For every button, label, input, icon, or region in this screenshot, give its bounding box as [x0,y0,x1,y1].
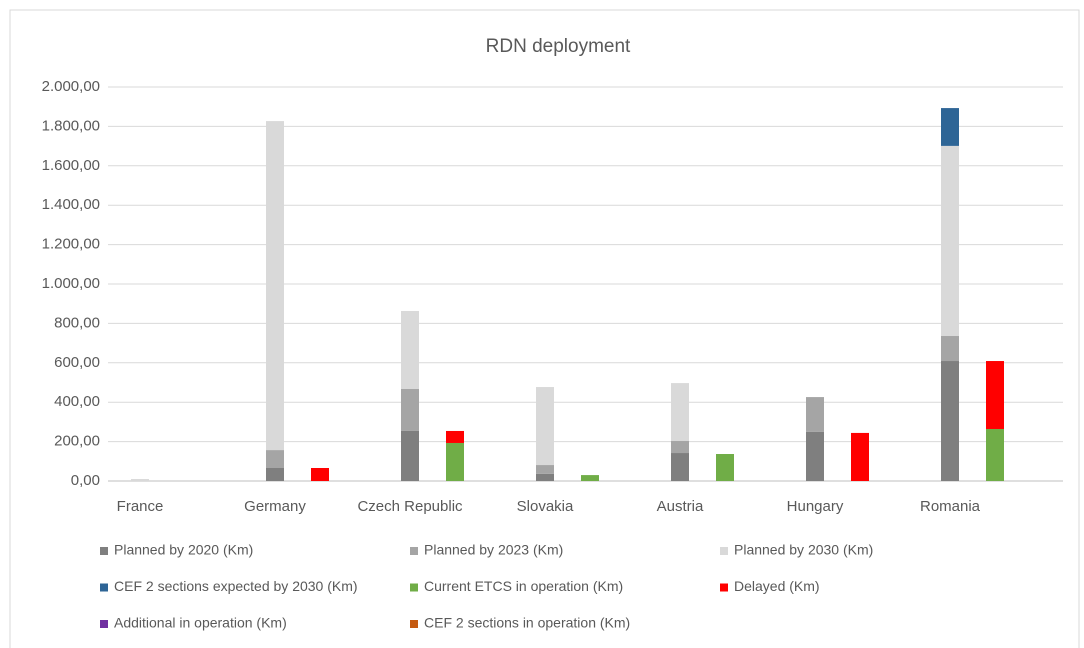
bar-segment [401,389,419,431]
bar-segment [671,441,689,454]
bar-segment [851,432,869,481]
y-tick-label: 2.000,00 [42,78,100,95]
legend-label: Planned by 2020 (Km) [114,542,253,558]
y-tick-label: 0,00 [71,472,100,489]
x-tick-label: Slovakia [517,498,574,515]
legend-label: Planned by 2030 (Km) [734,542,873,558]
bar-segment [941,108,959,146]
legend-swatch [720,583,728,592]
y-tick-label: 800,00 [54,314,100,331]
legend-label: Planned by 2023 (Km) [424,542,563,558]
bar-segment [941,336,959,362]
y-tick-label: 400,00 [54,393,100,410]
y-tick-label: 1.800,00 [42,117,100,134]
chart-frame [9,9,1080,648]
y-tick-label: 1.400,00 [42,196,100,213]
bar-segment [581,475,599,481]
legend-swatch [720,547,728,555]
legend-swatch [410,620,418,628]
legend-swatch [410,583,418,592]
bar-segment [986,361,1004,429]
chart-title: RDN deployment [486,36,631,57]
x-tick-label: Czech Republic [357,498,463,515]
bar-segment [941,145,959,337]
legend-label: Additional in operation (Km) [114,615,287,631]
legend-label: Current ETCS in operation (Km) [424,578,623,594]
y-tick-label: 600,00 [54,354,100,371]
legend-swatch [100,583,108,592]
bar-segment [536,387,554,466]
bar-segment [671,453,689,481]
legend-swatch [100,620,108,628]
x-tick-label: Romania [920,498,981,515]
bar-segment [266,467,284,481]
legend-label: Delayed (Km) [734,578,820,594]
bar-segment [401,310,419,390]
bar-segment [266,450,284,468]
legend-swatch [100,547,108,555]
bar-segment [536,465,554,474]
legend-swatch [410,547,418,555]
y-tick-label: 1.200,00 [42,236,100,253]
bar-segment [671,383,689,442]
y-tick-label: 1.000,00 [42,275,100,292]
bar-segment [266,121,284,451]
bar-segment [311,467,329,481]
y-tick-label: 200,00 [54,433,100,450]
bar-segment [806,397,824,432]
bar-segment [986,428,1004,481]
bar-segment [401,430,419,481]
bar-segment [941,361,959,481]
bar-segment [446,430,464,443]
y-tick-label: 1.600,00 [42,157,100,174]
x-tick-label: France [117,498,164,515]
bar-segment [716,454,734,481]
x-tick-label: Austria [657,498,704,515]
legend-label: CEF 2 sections expected by 2030 (Km) [114,578,358,594]
bar-segment [806,431,824,481]
x-tick-label: Germany [244,498,306,515]
bar-segment [536,473,554,481]
bar-segment [446,442,464,481]
legend-label: CEF 2 sections in operation (Km) [424,615,630,631]
x-tick-label: Hungary [787,498,844,515]
bar-segment [131,479,149,481]
